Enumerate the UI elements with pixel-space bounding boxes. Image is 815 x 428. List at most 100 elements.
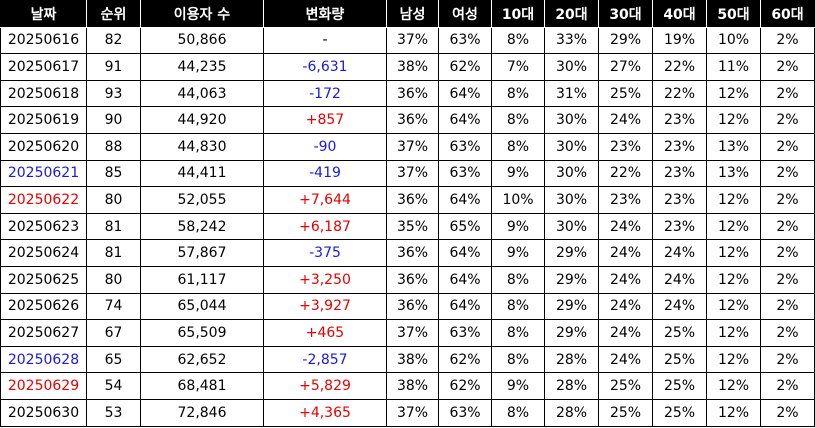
column-header-age-30s: 30대 [598,0,653,28]
cell-age-30s: 23% [598,186,653,214]
cell-rank: 80 [86,265,141,294]
cell-age-40s: 25% [652,345,707,374]
cell-date: 20250620 [0,132,87,161]
cell-users: 57,867 [140,239,264,267]
cell-age-60s: 2% [760,186,815,214]
cell-female: 64% [438,292,492,321]
cell-change: +857 [263,106,387,134]
cell-rank: 74 [86,292,141,321]
cell-female: 63% [438,132,492,161]
cell-date: 20250624 [0,239,87,267]
cell-age-30s: 23% [598,132,653,161]
cell-age-30s: 25% [598,79,653,108]
cell-users: 58,242 [140,212,264,241]
cell-male: 36% [386,292,439,321]
cell-male: 37% [386,319,439,347]
cell-age-40s: 24% [652,265,707,294]
cell-female: 62% [438,345,492,374]
cell-age-60s: 2% [760,212,815,241]
cell-male: 36% [386,106,439,134]
cell-age-30s: 27% [598,53,653,81]
cell-date: 20250622 [0,186,87,214]
cell-age-40s: 24% [652,239,707,267]
cell-age-10s: 9% [491,239,545,267]
cell-female: 62% [438,372,492,400]
cell-age-40s: 23% [652,159,707,188]
column-header-change: 변화량 [263,0,387,28]
cell-change: -375 [263,239,387,267]
cell-change: +3,927 [263,292,387,321]
column-header-age-10s: 10대 [491,0,545,28]
cell-age-60s: 2% [760,132,815,161]
cell-rank: 91 [86,53,141,81]
cell-date: 20250628 [0,345,87,374]
cell-age-10s: 8% [491,79,545,108]
column-header-date: 날짜 [0,0,87,28]
cell-age-60s: 2% [760,53,815,81]
cell-age-20s: 30% [544,159,599,188]
table-row: 20250621 85 44,411 -419 37% 63% 9% 30% 22% 23% 13%… [0,159,815,188]
cell-female: 64% [438,106,492,134]
cell-age-50s: 12% [706,345,761,374]
cell-age-20s: 30% [544,186,599,214]
cell-date: 20250626 [0,292,87,321]
cell-male: 37% [386,398,439,427]
column-header-age-60s: 60대 [760,0,815,28]
cell-age-40s: 23% [652,212,707,241]
column-header-age-50s: 50대 [706,0,761,28]
cell-age-20s: 29% [544,239,599,267]
cell-age-60s: 2% [760,292,815,321]
cell-change: +6,187 [263,212,387,241]
cell-users: 50,866 [140,26,264,55]
cell-age-30s: 24% [598,292,653,321]
cell-users: 72,846 [140,398,264,427]
cell-rank: 81 [86,212,141,241]
cell-age-20s: 31% [544,79,599,108]
cell-age-60s: 2% [760,79,815,108]
cell-rank: 90 [86,106,141,134]
cell-male: 38% [386,372,439,400]
table-row: 20250628 65 62,652 -2,857 38% 62% 8% 28% 24% 25% 1… [0,345,815,374]
cell-age-10s: 10% [491,186,545,214]
cell-date: 20250619 [0,106,87,134]
cell-age-30s: 24% [598,265,653,294]
cell-age-30s: 29% [598,26,653,55]
table-body: 20250616 82 50,866-37% 63% 8% 33% 29% 19% 10% 2% 2… [0,26,815,427]
table-row: 20250623 81 58,242 +6,187 35% 65% 9% 30% 24% 23% 1… [0,212,815,241]
cell-age-40s: 23% [652,186,707,214]
cell-age-10s: 8% [491,106,545,134]
cell-rank: 93 [86,79,141,108]
cell-age-50s: 12% [706,79,761,108]
cell-age-10s: 8% [491,132,545,161]
cell-change: -172 [263,79,387,108]
cell-female: 63% [438,398,492,427]
cell-age-40s: 25% [652,398,707,427]
cell-change: - [263,26,387,55]
table-row: 20250624 81 57,867 -375 36% 64% 9% 29% 24% 24% 12%… [0,239,815,267]
cell-age-40s: 25% [652,372,707,400]
table-row: 20250627 67 65,509 +465 37% 63% 8% 29% 24% 25% 12%… [0,319,815,347]
table-row: 20250629 54 68,481 +5,829 38% 62% 9% 28% 25% 25% 1… [0,372,815,400]
cell-age-50s: 12% [706,265,761,294]
cell-date: 20250623 [0,212,87,241]
cell-date: 20250627 [0,319,87,347]
column-header-users: 이용자 수 [140,0,264,28]
cell-male: 35% [386,212,439,241]
cell-age-60s: 2% [760,265,815,294]
cell-rank: 65 [86,345,141,374]
cell-age-30s: 24% [598,212,653,241]
cell-age-30s: 22% [598,159,653,188]
table-row: 20250618 93 44,063 -172 36% 64% 8% 31% 25% 22% 12%… [0,79,815,108]
column-header-male: 남성 [386,0,439,28]
cell-age-10s: 7% [491,53,545,81]
cell-rank: 54 [86,372,141,400]
cell-age-20s: 30% [544,53,599,81]
cell-age-20s: 30% [544,132,599,161]
cell-age-40s: 19% [652,26,707,55]
cell-male: 36% [386,239,439,267]
cell-age-60s: 2% [760,26,815,55]
cell-age-40s: 22% [652,79,707,108]
column-header-rank: 순위 [86,0,141,28]
cell-rank: 53 [86,398,141,427]
cell-change: +7,644 [263,186,387,214]
